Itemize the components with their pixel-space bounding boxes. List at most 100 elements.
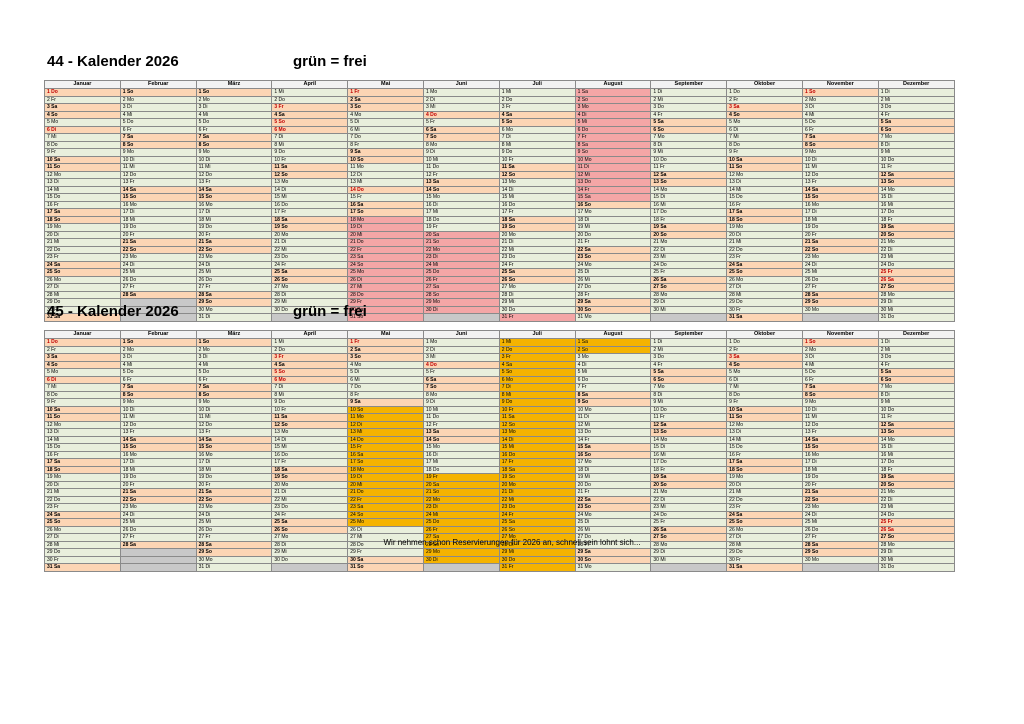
day-cell: 21 Mo — [877, 488, 955, 497]
day-cell: 1 Do — [44, 338, 121, 347]
day-cell: 17 Di — [801, 458, 879, 467]
table-row: 16 Fr 16 Mo 16 Mo 16 Do 16 Sa 16 Di 16 Do 16 So… — [44, 450, 955, 459]
table-row: 20 Di 20 Fr 20 Fr 20 Mo 20 Mi 20 Sa 20 Mo 20 Do… — [44, 230, 955, 239]
day-cell: 17 Sa — [726, 458, 803, 467]
day-cell: 21 Mi — [726, 488, 803, 497]
day-cell: 11 So — [44, 413, 121, 422]
table-row: 13 Di 13 Fr 13 Fr 13 Mo 13 Mi 13 Sa 13 Mo 13 Do… — [44, 178, 955, 187]
table-row: 10 Sa 10 Di 10 Di 10 Fr 10 So 10 Mi 10 Fr 10 Mo… — [44, 155, 955, 164]
empty-cell — [119, 548, 197, 557]
day-cell: 4 Sa — [271, 110, 349, 119]
day-cell: 12 Mo — [44, 170, 121, 179]
day-cell: 16 Mo — [195, 200, 273, 209]
day-cell: 6 Do — [574, 375, 652, 384]
day-cell: 4 Fr — [877, 110, 955, 119]
day-cell: 16 Do — [271, 450, 349, 459]
day-cell: 31 Di — [195, 563, 273, 572]
day-cell: 17 Mi — [422, 208, 500, 217]
table-row: 10 Sa 10 Di 10 Di 10 Fr 10 So 10 Mi 10 Fr 10 Mo… — [44, 405, 955, 414]
table-row: 1 Do 1 So 1 So 1 Mi 1 Fr 1 Mo 1 Mi 1 Sa 1 Di 1 Do… — [44, 338, 955, 347]
day-cell: 12 Do — [119, 420, 197, 429]
day-cell: 13 Di — [44, 428, 121, 437]
day-cell: 17 Do — [877, 208, 955, 217]
day-cell: 19 Mi — [574, 473, 652, 482]
table-row: 30 Fr 30 Mo 30 Do 30 Sa 30 Di 30 Do 30 So 30 Mi… — [44, 555, 955, 564]
day-cell: 17 Di — [119, 458, 197, 467]
day-cell: 30 Mo — [195, 555, 273, 564]
table-row: 19 Mo 19 Do 19 Do 19 So 19 Di 19 Fr 19 So 19 Mi… — [44, 473, 955, 482]
day-cell: 12 So — [498, 420, 576, 429]
day-cell: 24 Di — [195, 260, 273, 269]
day-cell: 14 Mo — [877, 185, 955, 194]
day-cell: 23 Mi — [877, 253, 955, 262]
day-cell: 4 So — [44, 360, 121, 369]
day-cell: 13 Fr — [119, 428, 197, 437]
day-cell: 14 Mo — [650, 185, 728, 194]
day-cell: 29 Fr — [347, 548, 424, 557]
day-cell: 23 Sa — [347, 253, 424, 262]
day-cell: 25 So — [726, 518, 803, 527]
day-cell: 20 Di — [726, 480, 803, 489]
day-cell: 9 So — [574, 148, 652, 157]
day-cell: 10 Di — [119, 155, 197, 164]
day-cell: 16 Fr — [726, 450, 803, 459]
day-cell: 20 Mo — [498, 480, 576, 489]
empty-cell — [271, 563, 349, 572]
day-cell: 10 Sa — [44, 405, 121, 414]
day-cell: 6 Mo — [498, 375, 576, 384]
day-cell: 30 Mo — [195, 305, 273, 314]
day-cell: 16 Di — [422, 200, 500, 209]
day-cell: 3 Mo — [574, 103, 652, 112]
day-cell: 5 Do — [801, 118, 879, 127]
day-cell: 6 Sa — [422, 125, 500, 134]
day-cell: 10 Fr — [498, 405, 576, 414]
day-cell: 30 Di — [422, 305, 500, 314]
day-cell: 9 Do — [498, 148, 576, 157]
day-cell: 7 Mo — [877, 133, 955, 142]
day-cell: 11 Di — [574, 163, 652, 172]
day-cell: 29 Do — [726, 548, 803, 557]
day-cell: 11 Fr — [650, 163, 728, 172]
calendar-table: Januar Februar März April Mai Juni Juli August S… — [44, 330, 955, 572]
day-cell: 5 So — [271, 368, 349, 377]
day-cell: 18 Mo — [347, 465, 424, 474]
day-cell: 25 So — [726, 268, 803, 277]
day-cell: 12 Mo — [726, 170, 803, 179]
day-cell: 11 Mi — [119, 413, 197, 422]
day-cell: 20 Fr — [195, 230, 273, 239]
table-row: 3 Sa 3 Di 3 Di 3 Fr 3 So 3 Mi 3 Fr 3 Mo 3 Do 3 Sa… — [44, 103, 955, 112]
day-cell: 1 Do — [726, 88, 803, 97]
day-cell: 9 Mi — [877, 148, 955, 157]
day-cell: 28 Mo — [650, 290, 728, 299]
day-cell: 13 Mo — [271, 428, 349, 437]
day-cell: 14 Sa — [119, 435, 197, 444]
day-cell: 7 Mo — [650, 383, 728, 392]
month-header: März — [195, 330, 273, 339]
day-cell: 29 Di — [877, 298, 955, 307]
day-cell: 1 Sa — [574, 338, 652, 347]
day-cell: 25 Sa — [271, 518, 349, 527]
day-cell: 31 Do — [877, 563, 955, 572]
day-cell: 22 Di — [650, 245, 728, 254]
table-row: 8 Do 8 So 8 So 8 Mi 8 Fr 8 Mo 8 Mi 8 Sa 8 Di 8 Do… — [44, 390, 955, 399]
day-cell: 26 Mo — [44, 525, 121, 534]
month-header: Juli — [498, 330, 576, 339]
day-cell: 6 Di — [726, 375, 803, 384]
day-cell: 27 Di — [726, 283, 803, 292]
day-cell: 4 Fr — [650, 360, 728, 369]
day-cell: 20 So — [877, 480, 955, 489]
table-row: 8 Do 8 So 8 So 8 Mi 8 Fr 8 Mo 8 Mi 8 Sa 8 Di 8 Do… — [44, 140, 955, 149]
day-cell: 25 Do — [422, 518, 500, 527]
day-cell: 14 Do — [347, 185, 424, 194]
day-cell: 29 Do — [44, 548, 121, 557]
day-cell: 21 Di — [498, 488, 576, 497]
day-cell: 9 Di — [422, 148, 500, 157]
day-cell: 26 Do — [801, 275, 879, 284]
day-cell: 11 Mi — [195, 413, 273, 422]
day-cell: 20 Di — [726, 230, 803, 239]
day-cell: 4 Di — [574, 110, 652, 119]
day-cell: 26 Mi — [574, 525, 652, 534]
day-cell: 19 Mo — [726, 223, 803, 232]
day-cell: 9 Mi — [650, 398, 728, 407]
day-cell: 12 Mi — [574, 170, 652, 179]
